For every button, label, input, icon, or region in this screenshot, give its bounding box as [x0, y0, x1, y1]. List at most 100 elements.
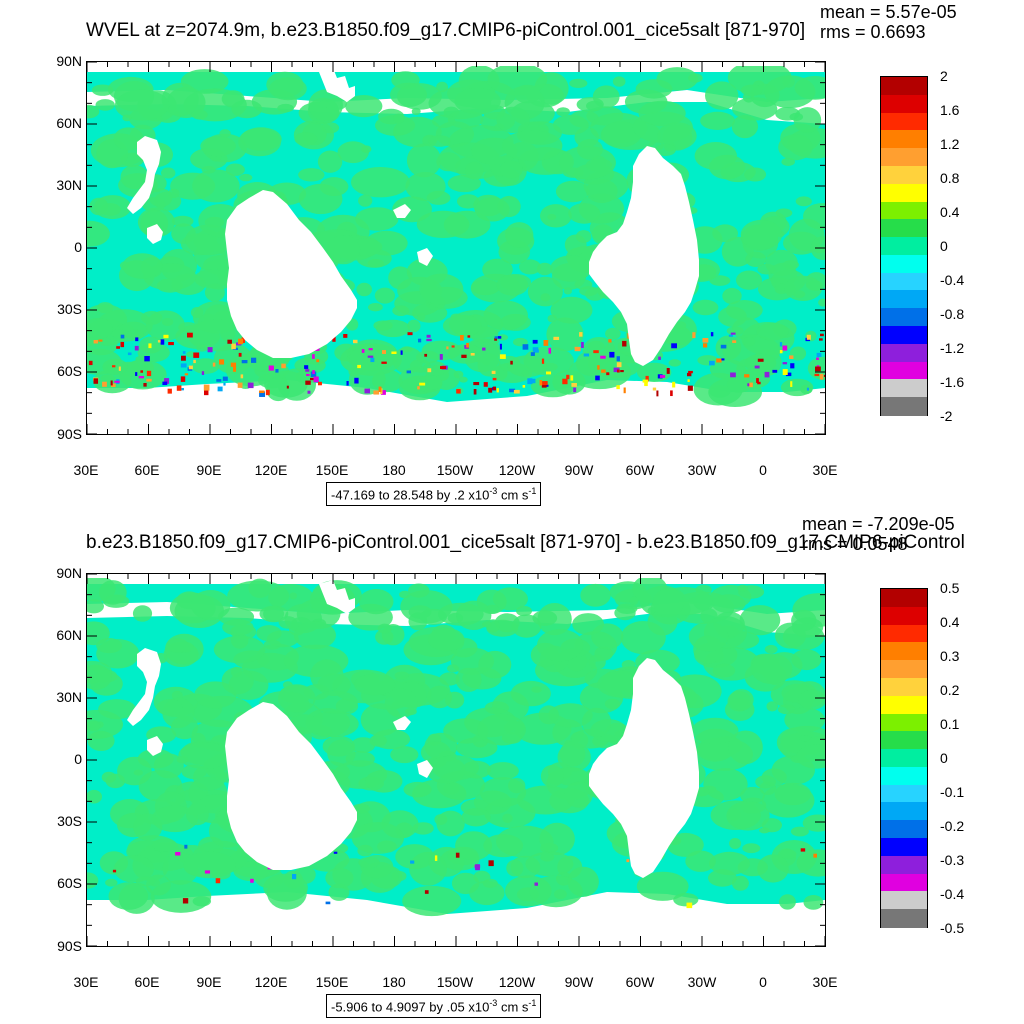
extreme-speckles: [112, 844, 818, 909]
lon-label: 0: [759, 974, 767, 990]
colorbar-label: -1.2: [940, 340, 965, 356]
lon-label: 60E: [134, 462, 160, 478]
range-scale: x10: [468, 487, 490, 503]
colorbar-swatch: [881, 290, 927, 309]
lon-label: 90E: [196, 462, 222, 478]
colorbar-swatch: [881, 77, 927, 96]
stats-mean: mean = -7.209e-05: [802, 514, 955, 534]
lon-label: 90W: [564, 462, 594, 478]
range-text: -47.169 to 28.548 by .2: [331, 487, 465, 503]
stats-rms: rms = 0.6693: [820, 22, 926, 42]
colorbar-label: 0.4: [940, 204, 960, 220]
colorbar-label: 1.6: [940, 102, 960, 118]
range-exponent: -3: [489, 486, 498, 496]
colorbar-swatch: [881, 713, 927, 732]
lat-label: 60S: [57, 875, 82, 891]
lon-label: 150W: [436, 974, 474, 990]
colorbar-label: 0.2: [940, 682, 960, 698]
colorbar-swatch: [881, 820, 927, 839]
lat-label: 30N: [56, 689, 82, 705]
antarctic-land: [87, 892, 825, 946]
colorbar-swatch: [881, 784, 927, 804]
land-mass: [147, 736, 163, 756]
colorbar-label: -0.8: [940, 306, 965, 322]
lon-label: 150E: [315, 462, 349, 478]
colorbar-label: 1.2: [940, 136, 960, 152]
colorbar-label: 0: [940, 750, 948, 766]
colorbar-swatch: [881, 909, 927, 928]
lat-label: 30S: [57, 301, 82, 317]
stats-mean: mean = 5.57e-05: [820, 2, 957, 22]
lon-label: 180: [382, 462, 406, 478]
colorbar-label: 0.1: [940, 716, 960, 732]
colorbar-label: -0.5: [940, 920, 965, 936]
map-panel-bottom: b.e23.B1850.f09_g17.CMIP6-piControl.001_…: [0, 512, 1024, 1024]
lon-label: 120W: [498, 462, 536, 478]
colorbar-swatch: [881, 112, 927, 132]
colorbar-swatch: [881, 130, 927, 149]
colorbar-label: -0.3: [940, 852, 965, 868]
lat-label: 90S: [57, 938, 82, 954]
colorbar-swatch: [881, 379, 927, 398]
range-units: cm s: [500, 487, 529, 503]
lon-label: 30E: [73, 462, 99, 478]
range-units: cm s: [500, 999, 529, 1015]
colorbar-swatch: [881, 326, 927, 345]
colorbar-swatch: [881, 343, 927, 363]
colorbar-swatch: [881, 749, 927, 768]
lon-label: 90E: [196, 974, 222, 990]
colorbar-label: -0.4: [940, 272, 965, 288]
colorbar-swatch: [881, 802, 927, 821]
contour-range-label: -47.169 to 28.548 by .2 x10-3 cm s-1: [326, 482, 542, 507]
land-mass: [127, 648, 161, 726]
colorbar-swatches: [880, 588, 928, 928]
range-units-exponent: -1: [528, 486, 537, 496]
colorbar-label: 0.8: [940, 170, 960, 186]
range-exponent: -3: [489, 998, 498, 1008]
range-units-exponent: -1: [528, 998, 537, 1008]
panel-title: b.e23.B1850.f09_g17.CMIP6-piControl.001_…: [86, 532, 965, 553]
colorbar-label: 0.5: [940, 580, 960, 596]
colorbar-swatch: [881, 272, 927, 292]
colorbar-label: -2: [940, 408, 953, 424]
lon-label: 30W: [687, 974, 717, 990]
colorbar-swatch: [881, 397, 927, 416]
colorbar-swatch: [881, 183, 927, 203]
colorbar-swatch: [881, 642, 927, 661]
colorbar-swatch: [881, 606, 927, 626]
colorbar-swatch: [881, 201, 927, 220]
colorbar-swatch: [881, 237, 927, 256]
axis-ticks: [87, 62, 825, 434]
range-scale: x10: [468, 999, 490, 1015]
colorbar-swatch: [881, 838, 927, 857]
land-mass: [319, 580, 355, 614]
colorbar-label: -1.6: [940, 374, 965, 390]
lat-label: 30N: [56, 177, 82, 193]
colorbar-label: -0.1: [940, 784, 965, 800]
lat-label: 30S: [57, 813, 82, 829]
colorbar-swatch: [881, 308, 927, 327]
colorbar-swatch: [881, 891, 927, 910]
lon-label: 60W: [625, 974, 655, 990]
ocean-difference-map: [87, 574, 825, 946]
map-panel-top: WVEL at z=2074.9m, b.e23.B1850.f09_g17.C…: [56, 2, 965, 507]
lon-label: 150W: [436, 462, 474, 478]
lat-label: 90N: [56, 53, 82, 69]
colorbar-label: -0.4: [940, 886, 965, 902]
contour-range-label: -5.906 to 4.9097 by .05 x10-3 cm s-1: [326, 994, 542, 1019]
lat-label: 0: [74, 751, 82, 767]
colorbar-swatch: [881, 148, 927, 167]
colorbar-swatch: [881, 855, 927, 875]
lat-label: 60S: [57, 363, 82, 379]
land-mass: [393, 716, 411, 730]
colorbar-swatch: [881, 766, 927, 786]
colorbar-swatch: [881, 94, 927, 114]
map-plot: [86, 573, 826, 947]
colorbar-swatch: [881, 695, 927, 715]
axis-ticks: [87, 574, 825, 946]
colorbar-label: 2: [940, 68, 948, 84]
lon-label: 120E: [254, 974, 288, 990]
lon-label: 60E: [134, 974, 160, 990]
colorbar-swatch: [881, 254, 927, 274]
lat-label: 90N: [56, 565, 82, 581]
